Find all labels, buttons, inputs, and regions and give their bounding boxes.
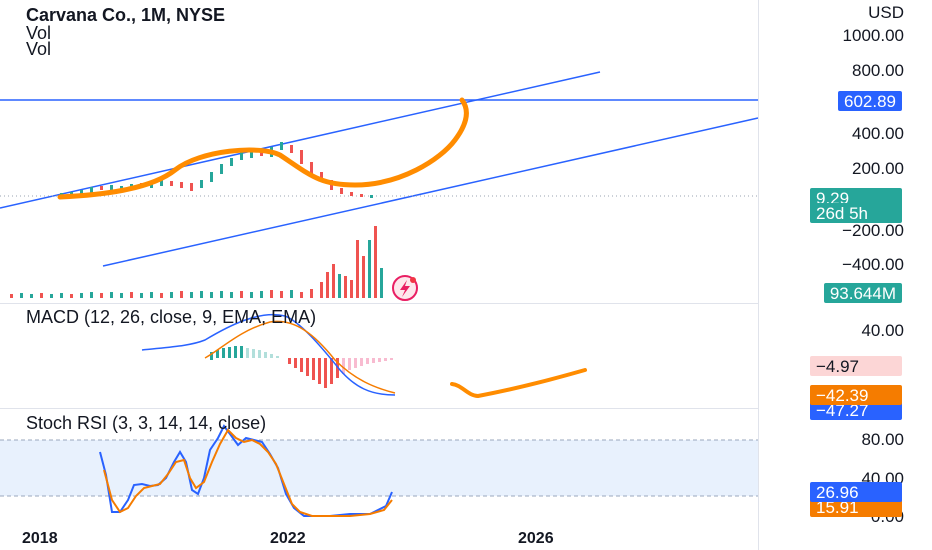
stoch-k-line bbox=[99, 424, 393, 517]
price-tick: 800.00 bbox=[852, 61, 904, 80]
price-axis-separator bbox=[758, 0, 759, 550]
time-axis-label: 2018 bbox=[22, 530, 58, 547]
time-axis-label: 2022 bbox=[270, 530, 306, 547]
macd-line-badge[interactable]: −47.27 bbox=[810, 400, 902, 420]
stoch-k-badge[interactable]: 26.96 bbox=[810, 482, 902, 502]
hand-drawn-projection-curve[interactable] bbox=[57, 97, 469, 200]
hand-drawn-check-mark[interactable] bbox=[450, 368, 587, 399]
pane-separator-stoch[interactable] bbox=[0, 408, 758, 409]
stoch-d-badge[interactable]: 15.91 bbox=[810, 497, 902, 517]
volume-bars bbox=[10, 226, 383, 298]
price-tick: −400.00 bbox=[842, 255, 904, 274]
stoch-rsi-legend[interactable]: Stoch RSI (3, 3, 14, 14, close) bbox=[26, 413, 267, 433]
volume-legend-1[interactable]: Vol bbox=[26, 23, 52, 43]
price-tick: 400.00 bbox=[852, 124, 904, 143]
price-tick: 1000.00 bbox=[842, 26, 904, 45]
volume-badge[interactable]: 93.644M bbox=[823, 283, 902, 303]
pane-separator-macd[interactable] bbox=[0, 303, 758, 304]
stoch-band bbox=[0, 440, 758, 496]
time-axis-label: 2026 bbox=[518, 530, 554, 547]
symbol-title[interactable]: Carvana Co., 1M, NYSE bbox=[26, 5, 226, 25]
channel-upper-line[interactable] bbox=[0, 71, 601, 209]
horizontal-line-price-badge[interactable]: 602.89 bbox=[838, 91, 902, 111]
price-tick: 200.00 bbox=[852, 159, 904, 178]
volume-legend-2[interactable]: Vol bbox=[26, 39, 52, 59]
price-tick: −200.00 bbox=[842, 221, 904, 240]
price-candles bbox=[60, 142, 373, 198]
currency-label[interactable]: USD bbox=[868, 3, 904, 22]
macd-legend[interactable]: MACD (12, 26, close, 9, EMA, EMA) bbox=[26, 307, 317, 327]
macd-tick: 40.00 bbox=[861, 321, 904, 340]
macd-line bbox=[141, 314, 396, 396]
stoch-d-line bbox=[103, 428, 393, 517]
channel-lower-line[interactable] bbox=[102, 117, 759, 267]
stoch-tick: 80.00 bbox=[861, 430, 904, 449]
macd-signal-line bbox=[204, 320, 396, 394]
lightning-icon[interactable] bbox=[392, 275, 418, 301]
bar-countdown-badge: 26d 5h bbox=[810, 203, 902, 223]
macd-histogram bbox=[210, 346, 393, 388]
macd-signal-badge[interactable]: −42.39 bbox=[810, 385, 902, 405]
macd-histogram-badge[interactable]: −4.97 bbox=[810, 356, 902, 376]
